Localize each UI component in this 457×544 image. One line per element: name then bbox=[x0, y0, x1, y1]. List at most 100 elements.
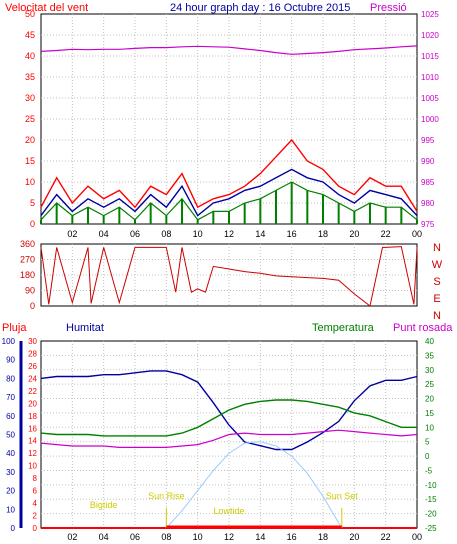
wind-pressure-ticks: 0510152025303540455097598098599099510001… bbox=[25, 9, 439, 229]
rain-axis-tick: 50 bbox=[6, 431, 15, 440]
wind-speed-label: Velocitat del vent bbox=[5, 2, 88, 14]
rain-axis-tick: 70 bbox=[6, 393, 15, 402]
temperature-label: Temperatura bbox=[312, 322, 375, 334]
wind-speed-tick: 40 bbox=[25, 51, 35, 61]
rain-axis-tick: 20 bbox=[6, 487, 15, 496]
wind-pressure-panel: 0510152025303540455097598098599099510001… bbox=[25, 9, 439, 239]
temperature-axis-tick: 30 bbox=[425, 366, 434, 375]
pressure-tick: 1005 bbox=[421, 94, 439, 103]
temperature-axis-tick: -10 bbox=[425, 481, 437, 490]
x-tick-label: 04 bbox=[99, 532, 109, 542]
direction-tick: 270 bbox=[20, 255, 35, 265]
temperature-axis-tick: 15 bbox=[425, 409, 434, 418]
direction-tick: 360 bbox=[20, 239, 35, 249]
pressure-tick: 980 bbox=[421, 199, 435, 208]
humidity-axis-tick: 28 bbox=[28, 349, 37, 358]
humidity-axis-tick: 26 bbox=[28, 362, 37, 371]
wind-gust-line bbox=[40, 138, 418, 212]
pressure-tick: 985 bbox=[421, 178, 435, 187]
compass-label: W bbox=[432, 259, 443, 271]
temperature-axis-tick: 25 bbox=[425, 380, 434, 389]
humidity-axis-tick: 12 bbox=[28, 449, 37, 458]
x-tick-label: 02 bbox=[67, 229, 77, 239]
rain-axis-tick: 40 bbox=[6, 449, 15, 458]
humidity-axis-tick: 20 bbox=[28, 399, 37, 408]
pressure-line bbox=[40, 45, 418, 55]
x-tick-label: 00 bbox=[412, 532, 422, 542]
temp-humidity-series bbox=[40, 370, 418, 529]
wind-speed-tick: 10 bbox=[25, 177, 35, 187]
dew-point-label: Punt rosada bbox=[393, 322, 453, 334]
rain-axis-tick: 90 bbox=[6, 356, 15, 365]
x-tick-label: 06 bbox=[130, 532, 140, 542]
direction-tick: 90 bbox=[25, 286, 35, 296]
x-tick-label: 12 bbox=[224, 532, 234, 542]
x-tick-label: 08 bbox=[161, 229, 171, 239]
wind-pressure-grid bbox=[41, 14, 417, 224]
temp-humidity-x-ticks: 02 04 06 08 10 12 14 16 18 20 22 00 bbox=[67, 532, 422, 542]
x-tick-label: 18 bbox=[318, 229, 328, 239]
wind-direction-line bbox=[40, 246, 418, 307]
temperature-axis-tick: 40 bbox=[425, 337, 434, 346]
temperature-axis-tick: -25 bbox=[425, 524, 437, 533]
temperature-axis-tick: -20 bbox=[425, 510, 437, 519]
wind-pressure-x-ticks: 02 04 06 08 10 12 14 16 18 20 22 00 bbox=[67, 229, 422, 239]
humidity-axis-tick: 22 bbox=[28, 387, 37, 396]
temperature-axis-tick: 35 bbox=[425, 351, 434, 360]
wind-direction-ticks: 0 90 180 270 360 bbox=[20, 239, 35, 311]
pressure-tick: 990 bbox=[421, 157, 435, 166]
wind-speed-tick: 5 bbox=[30, 198, 35, 208]
x-tick-label: 02 bbox=[67, 532, 77, 542]
temperature-axis-tick: -5 bbox=[425, 466, 433, 475]
x-tick-label: 16 bbox=[287, 229, 297, 239]
humidity-axis-tick: 8 bbox=[33, 474, 38, 483]
solar-curve bbox=[165, 441, 343, 529]
pressure-tick: 1010 bbox=[421, 73, 439, 82]
pressure-tick: 1025 bbox=[421, 10, 439, 19]
temperature-axis-tick: -15 bbox=[425, 495, 437, 504]
x-tick-label: 06 bbox=[130, 229, 140, 239]
high-tide-label: Bigtide bbox=[90, 500, 118, 510]
temperature-axis-tick: 10 bbox=[425, 423, 434, 432]
temperature-axis-tick: 5 bbox=[425, 438, 430, 447]
humidity-label: Humitat bbox=[66, 322, 104, 334]
x-tick-label: 22 bbox=[381, 532, 391, 542]
pressure-label: Pressió bbox=[370, 2, 407, 14]
x-tick-label: 16 bbox=[287, 532, 297, 542]
wind-direction-series bbox=[40, 246, 418, 307]
temp-humidity-ticks: 0102030405060708090100024681012141618202… bbox=[2, 337, 437, 533]
wind-speed-tick: 30 bbox=[25, 93, 35, 103]
compass-label: N bbox=[433, 310, 441, 322]
x-tick-label: 14 bbox=[255, 229, 265, 239]
temperature-line bbox=[40, 399, 417, 437]
humidity-axis-tick: 10 bbox=[28, 462, 37, 471]
pressure-tick: 1000 bbox=[421, 115, 439, 124]
direction-tick: 0 bbox=[30, 301, 35, 311]
rain-axis-tick: 80 bbox=[6, 374, 15, 383]
sun-tide-annotations: Bigtide Sun Rise Lowtide Sun Set bbox=[90, 491, 358, 516]
wind-speed-tick: 50 bbox=[25, 9, 35, 19]
rain-axis-tick: 0 bbox=[11, 524, 16, 533]
wind-speed-tick: 25 bbox=[25, 114, 35, 124]
pressure-tick: 975 bbox=[421, 220, 435, 229]
wind-speed-tick: 35 bbox=[25, 72, 35, 82]
temp-humidity-panel: 0102030405060708090100024681012141618202… bbox=[2, 337, 437, 542]
wind-low-line bbox=[40, 181, 418, 221]
chart-title: 24 hour graph day : 16 Octubre 2015 bbox=[170, 2, 350, 14]
wind-pressure-series bbox=[40, 45, 418, 224]
humidity-axis-tick: 6 bbox=[33, 487, 38, 496]
wind-speed-tick: 15 bbox=[25, 156, 35, 166]
temperature-axis-tick: 20 bbox=[425, 395, 434, 404]
x-tick-label: 00 bbox=[412, 229, 422, 239]
dew-point-line bbox=[40, 429, 418, 448]
humidity-axis-tick: 30 bbox=[28, 337, 37, 346]
wind-speed-tick: 45 bbox=[25, 30, 35, 40]
humidity-axis-tick: 16 bbox=[28, 424, 37, 433]
humidity-axis-tick: 18 bbox=[28, 412, 37, 421]
temperature-axis-tick: 0 bbox=[425, 452, 430, 461]
compass-label: S bbox=[433, 276, 440, 288]
rain-axis-tick: 10 bbox=[6, 505, 15, 514]
humidity-axis-tick: 4 bbox=[33, 499, 38, 508]
x-tick-label: 14 bbox=[255, 532, 265, 542]
